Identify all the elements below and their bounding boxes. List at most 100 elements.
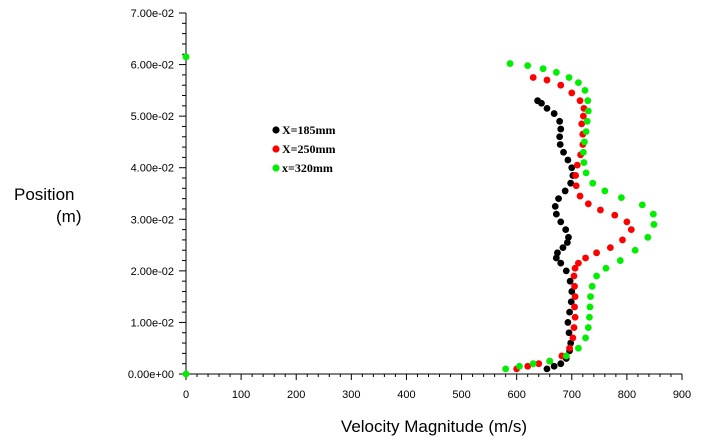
data-point: [650, 221, 658, 228]
x-tick-label: 700: [563, 389, 581, 401]
data-point: [582, 128, 590, 136]
data-point: [579, 112, 587, 120]
x-tick-label: 600: [507, 389, 525, 401]
data-point: [566, 344, 573, 352]
data-point: [593, 272, 600, 280]
data-point: [516, 362, 523, 370]
legend-marker: [272, 126, 280, 134]
data-point: [562, 352, 570, 360]
data-point: [567, 339, 575, 347]
data-point: [557, 360, 565, 368]
x-tick-label: 300: [342, 389, 360, 401]
data-point: [572, 172, 580, 179]
data-point: [584, 97, 592, 105]
y-tick-label: 5.00e-02: [131, 111, 174, 123]
data-point: [550, 110, 558, 117]
data-point: [571, 303, 578, 311]
data-point: [556, 133, 564, 141]
data-point: [627, 226, 635, 234]
x-tick-label: 900: [673, 389, 691, 401]
data-point: [551, 202, 559, 210]
data-point: [578, 120, 586, 128]
data-point: [583, 117, 591, 125]
data-point: [564, 319, 572, 326]
data-point: [543, 76, 551, 84]
data-point: [619, 236, 626, 244]
data-point: [552, 254, 560, 262]
y-tick-label: 2.00e-02: [131, 266, 174, 278]
data-point: [182, 53, 190, 61]
data-point: [557, 81, 565, 89]
legend-label: x=320mm: [282, 161, 333, 175]
data-point: [564, 156, 572, 164]
data-points: [182, 53, 658, 378]
y-tick-label: 4.00e-02: [131, 163, 174, 175]
data-point: [562, 267, 570, 275]
data-point: [563, 239, 571, 246]
data-point: [529, 74, 537, 81]
data-point: [601, 187, 609, 195]
data-point: [576, 192, 584, 200]
data-point: [649, 210, 657, 218]
data-point: [586, 303, 594, 311]
x-tick-label: 400: [397, 389, 415, 401]
data-point: [586, 313, 593, 321]
data-point: [556, 117, 564, 125]
data-point: [557, 218, 565, 226]
data-point: [580, 159, 588, 166]
data-point: [539, 65, 547, 73]
data-point: [543, 365, 551, 373]
data-point: [616, 257, 624, 264]
data-point: [611, 211, 619, 219]
data-point: [555, 195, 562, 203]
series-2: [513, 74, 635, 373]
data-point: [557, 125, 565, 133]
data-point: [550, 362, 558, 370]
y-tick-label: 0.00e+00: [128, 369, 174, 381]
data-point: [556, 141, 564, 148]
data-point: [644, 233, 652, 241]
x-tick-label: 500: [452, 389, 470, 401]
x-tick-label: 200: [287, 389, 305, 401]
data-point: [506, 60, 514, 67]
chart-axes: [185, 13, 682, 375]
data-point: [602, 264, 610, 272]
data-point: [560, 148, 567, 156]
data-point: [572, 182, 580, 190]
data-point: [587, 293, 594, 301]
data-point: [573, 161, 581, 169]
data-point: [561, 187, 569, 195]
data-point: [570, 324, 578, 331]
data-point: [581, 86, 589, 94]
data-point: [557, 259, 565, 267]
data-point: [546, 357, 554, 365]
data-point: [606, 244, 614, 252]
data-point: [566, 277, 574, 285]
data-point: [597, 206, 604, 214]
data-point: [524, 62, 532, 70]
legend: X=185mm X=250mm x=320mm: [272, 123, 336, 175]
y-tick-label: 3.00e-02: [131, 214, 174, 226]
data-point: [554, 249, 561, 257]
y-tick-label: 6.00e-02: [131, 60, 174, 72]
data-point: [638, 201, 646, 209]
data-point: [574, 344, 582, 352]
data-point: [565, 74, 573, 81]
data-point: [182, 370, 190, 378]
data-point: [534, 97, 542, 105]
data-point: [567, 179, 575, 187]
y-tick-label: 7.00e-02: [131, 8, 174, 20]
x-tick-label: 0: [183, 389, 189, 401]
data-point: [579, 148, 587, 156]
data-point: [582, 334, 589, 342]
data-point: [565, 329, 573, 337]
legend-label: X=185mm: [282, 123, 336, 137]
data-point: [584, 107, 592, 115]
data-point: [588, 282, 596, 290]
data-point: [589, 179, 597, 187]
data-point: [571, 313, 579, 321]
data-point: [559, 244, 567, 252]
series-3: [182, 53, 658, 378]
data-point: [570, 272, 578, 280]
data-point: [631, 246, 639, 254]
